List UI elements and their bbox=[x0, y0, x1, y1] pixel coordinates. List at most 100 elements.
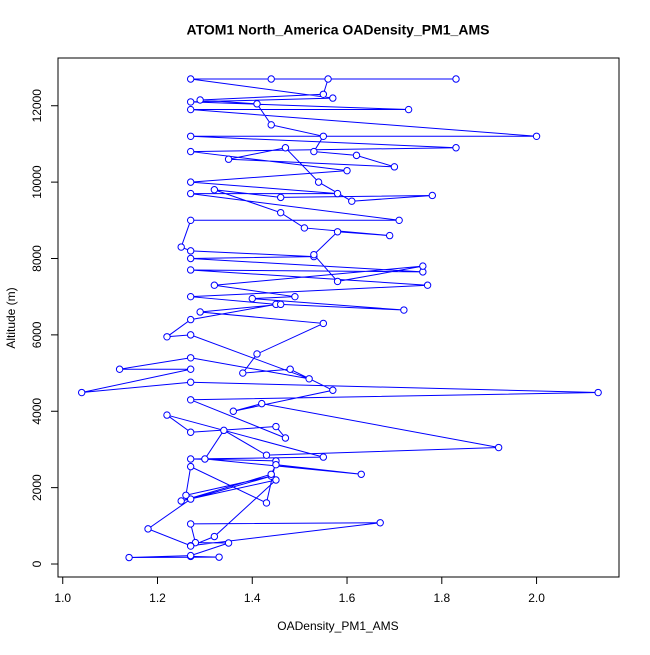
data-point bbox=[186, 292, 195, 301]
data-point bbox=[404, 105, 413, 114]
x-tick-label: 1.2 bbox=[149, 591, 166, 605]
data-point bbox=[186, 189, 195, 198]
data-point bbox=[210, 186, 219, 194]
data-point bbox=[248, 294, 256, 303]
data-point bbox=[115, 365, 124, 373]
y-tick-label: 4000 bbox=[30, 398, 44, 425]
data-point bbox=[215, 553, 223, 561]
data-point bbox=[400, 306, 408, 314]
data-point bbox=[262, 451, 271, 459]
y-tick-label: 12000 bbox=[30, 89, 44, 123]
data-point bbox=[385, 231, 394, 240]
data-point bbox=[186, 455, 195, 463]
data-point bbox=[319, 319, 328, 328]
data-point bbox=[186, 315, 195, 324]
data-point bbox=[319, 90, 328, 98]
data-point bbox=[419, 262, 427, 270]
data-point bbox=[186, 254, 195, 263]
data-point bbox=[186, 520, 195, 528]
data-point bbox=[395, 216, 403, 225]
data-point bbox=[272, 461, 280, 469]
data-point bbox=[210, 281, 219, 289]
data-point bbox=[329, 386, 337, 394]
data-point bbox=[210, 532, 219, 541]
data-point bbox=[144, 525, 152, 533]
data-point bbox=[186, 147, 195, 156]
data-point bbox=[267, 470, 275, 478]
data-point bbox=[343, 166, 351, 175]
data-point bbox=[224, 539, 233, 547]
x-axis-label: OADensity_PM1_AMS bbox=[277, 619, 398, 633]
x-tick-label: 1.0 bbox=[54, 591, 71, 605]
y-axis-label: Altitude (m) bbox=[4, 287, 18, 348]
data-point bbox=[125, 553, 133, 562]
data-point bbox=[319, 132, 328, 140]
y-tick-label: 8000 bbox=[30, 245, 44, 272]
data-point bbox=[177, 497, 185, 505]
data-point bbox=[423, 281, 432, 289]
data-point bbox=[186, 178, 195, 186]
data-point bbox=[333, 189, 342, 198]
data-point bbox=[186, 75, 195, 83]
data-point bbox=[186, 132, 195, 140]
data-point bbox=[348, 197, 356, 205]
data-point bbox=[186, 428, 195, 436]
data-point bbox=[276, 300, 285, 309]
data-point bbox=[452, 144, 460, 152]
data-point bbox=[186, 354, 195, 362]
data-point bbox=[452, 75, 460, 83]
data-point bbox=[428, 191, 437, 200]
data-point bbox=[276, 208, 285, 217]
data-line bbox=[81, 78, 599, 559]
data-point bbox=[267, 121, 275, 129]
data-point bbox=[163, 411, 171, 419]
data-point bbox=[291, 292, 299, 301]
data-point bbox=[186, 216, 195, 225]
data-point bbox=[532, 132, 541, 140]
data-point bbox=[494, 443, 503, 452]
data-point bbox=[267, 75, 275, 83]
data-point bbox=[310, 147, 318, 156]
data-point bbox=[310, 250, 318, 259]
data-point bbox=[272, 476, 280, 484]
data-point bbox=[196, 96, 204, 104]
data-point bbox=[390, 163, 399, 171]
data-point bbox=[333, 277, 342, 286]
data-point bbox=[329, 94, 337, 102]
data-point bbox=[281, 144, 290, 152]
data-point bbox=[319, 453, 328, 461]
y-tick-label: 6000 bbox=[30, 321, 44, 348]
data-point bbox=[276, 193, 285, 202]
data-point bbox=[357, 470, 365, 478]
y-tick-label: 10000 bbox=[30, 165, 44, 199]
data-point bbox=[186, 266, 195, 274]
data-point bbox=[253, 100, 261, 108]
data-point bbox=[286, 365, 294, 373]
data-point bbox=[258, 399, 266, 408]
data-point bbox=[281, 434, 290, 442]
x-tick-label: 1.4 bbox=[244, 591, 261, 605]
data-point bbox=[239, 369, 247, 377]
data-point bbox=[186, 378, 195, 386]
data-point bbox=[77, 388, 86, 397]
data-point bbox=[186, 551, 195, 560]
data-point bbox=[333, 228, 342, 236]
data-point bbox=[186, 462, 195, 471]
data-point bbox=[220, 426, 228, 435]
data-point bbox=[186, 98, 195, 106]
x-tick-label: 1.6 bbox=[339, 591, 356, 605]
y-tick-label: 0 bbox=[30, 560, 44, 567]
data-point bbox=[186, 331, 195, 339]
data-point bbox=[186, 396, 195, 404]
data-point bbox=[272, 422, 280, 431]
data-point bbox=[182, 491, 190, 499]
data-point bbox=[186, 105, 195, 114]
data-point bbox=[196, 308, 204, 316]
data-point bbox=[324, 75, 332, 83]
data-point bbox=[201, 455, 209, 463]
data-point bbox=[253, 350, 261, 358]
data-point bbox=[177, 243, 185, 251]
data-point bbox=[224, 155, 233, 163]
chart-title: ATOM1 North_America OADensity_PM1_AMS bbox=[187, 22, 490, 38]
